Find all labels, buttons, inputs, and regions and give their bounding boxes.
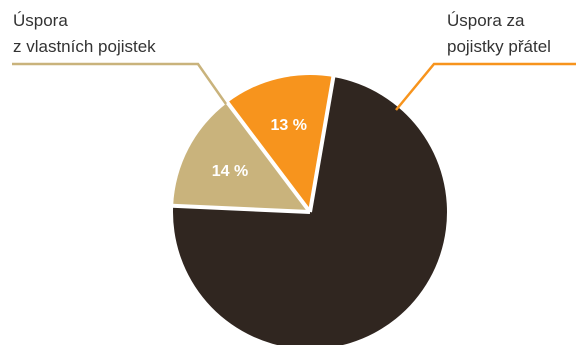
callout-friends-policies-line-1: Úspora za — [447, 11, 525, 30]
callout-own-policies: Úspora z vlastních pojistek — [12, 11, 226, 104]
callout-friends-policies-line-2: pojistky přátel — [447, 37, 551, 56]
pie-slices — [172, 75, 447, 345]
callout-own-policies-line-1: Úspora — [13, 11, 68, 30]
pie-slice-label-0: 13 % — [270, 117, 306, 134]
callout-friends-policies: Úspora za pojistky přátel — [396, 11, 576, 110]
callout-friends-policies-line — [396, 64, 576, 110]
pie-slice-label-2: 14 % — [212, 163, 248, 180]
callout-own-policies-line — [12, 64, 226, 104]
callout-own-policies-line-2: z vlastních pojistek — [13, 37, 156, 56]
